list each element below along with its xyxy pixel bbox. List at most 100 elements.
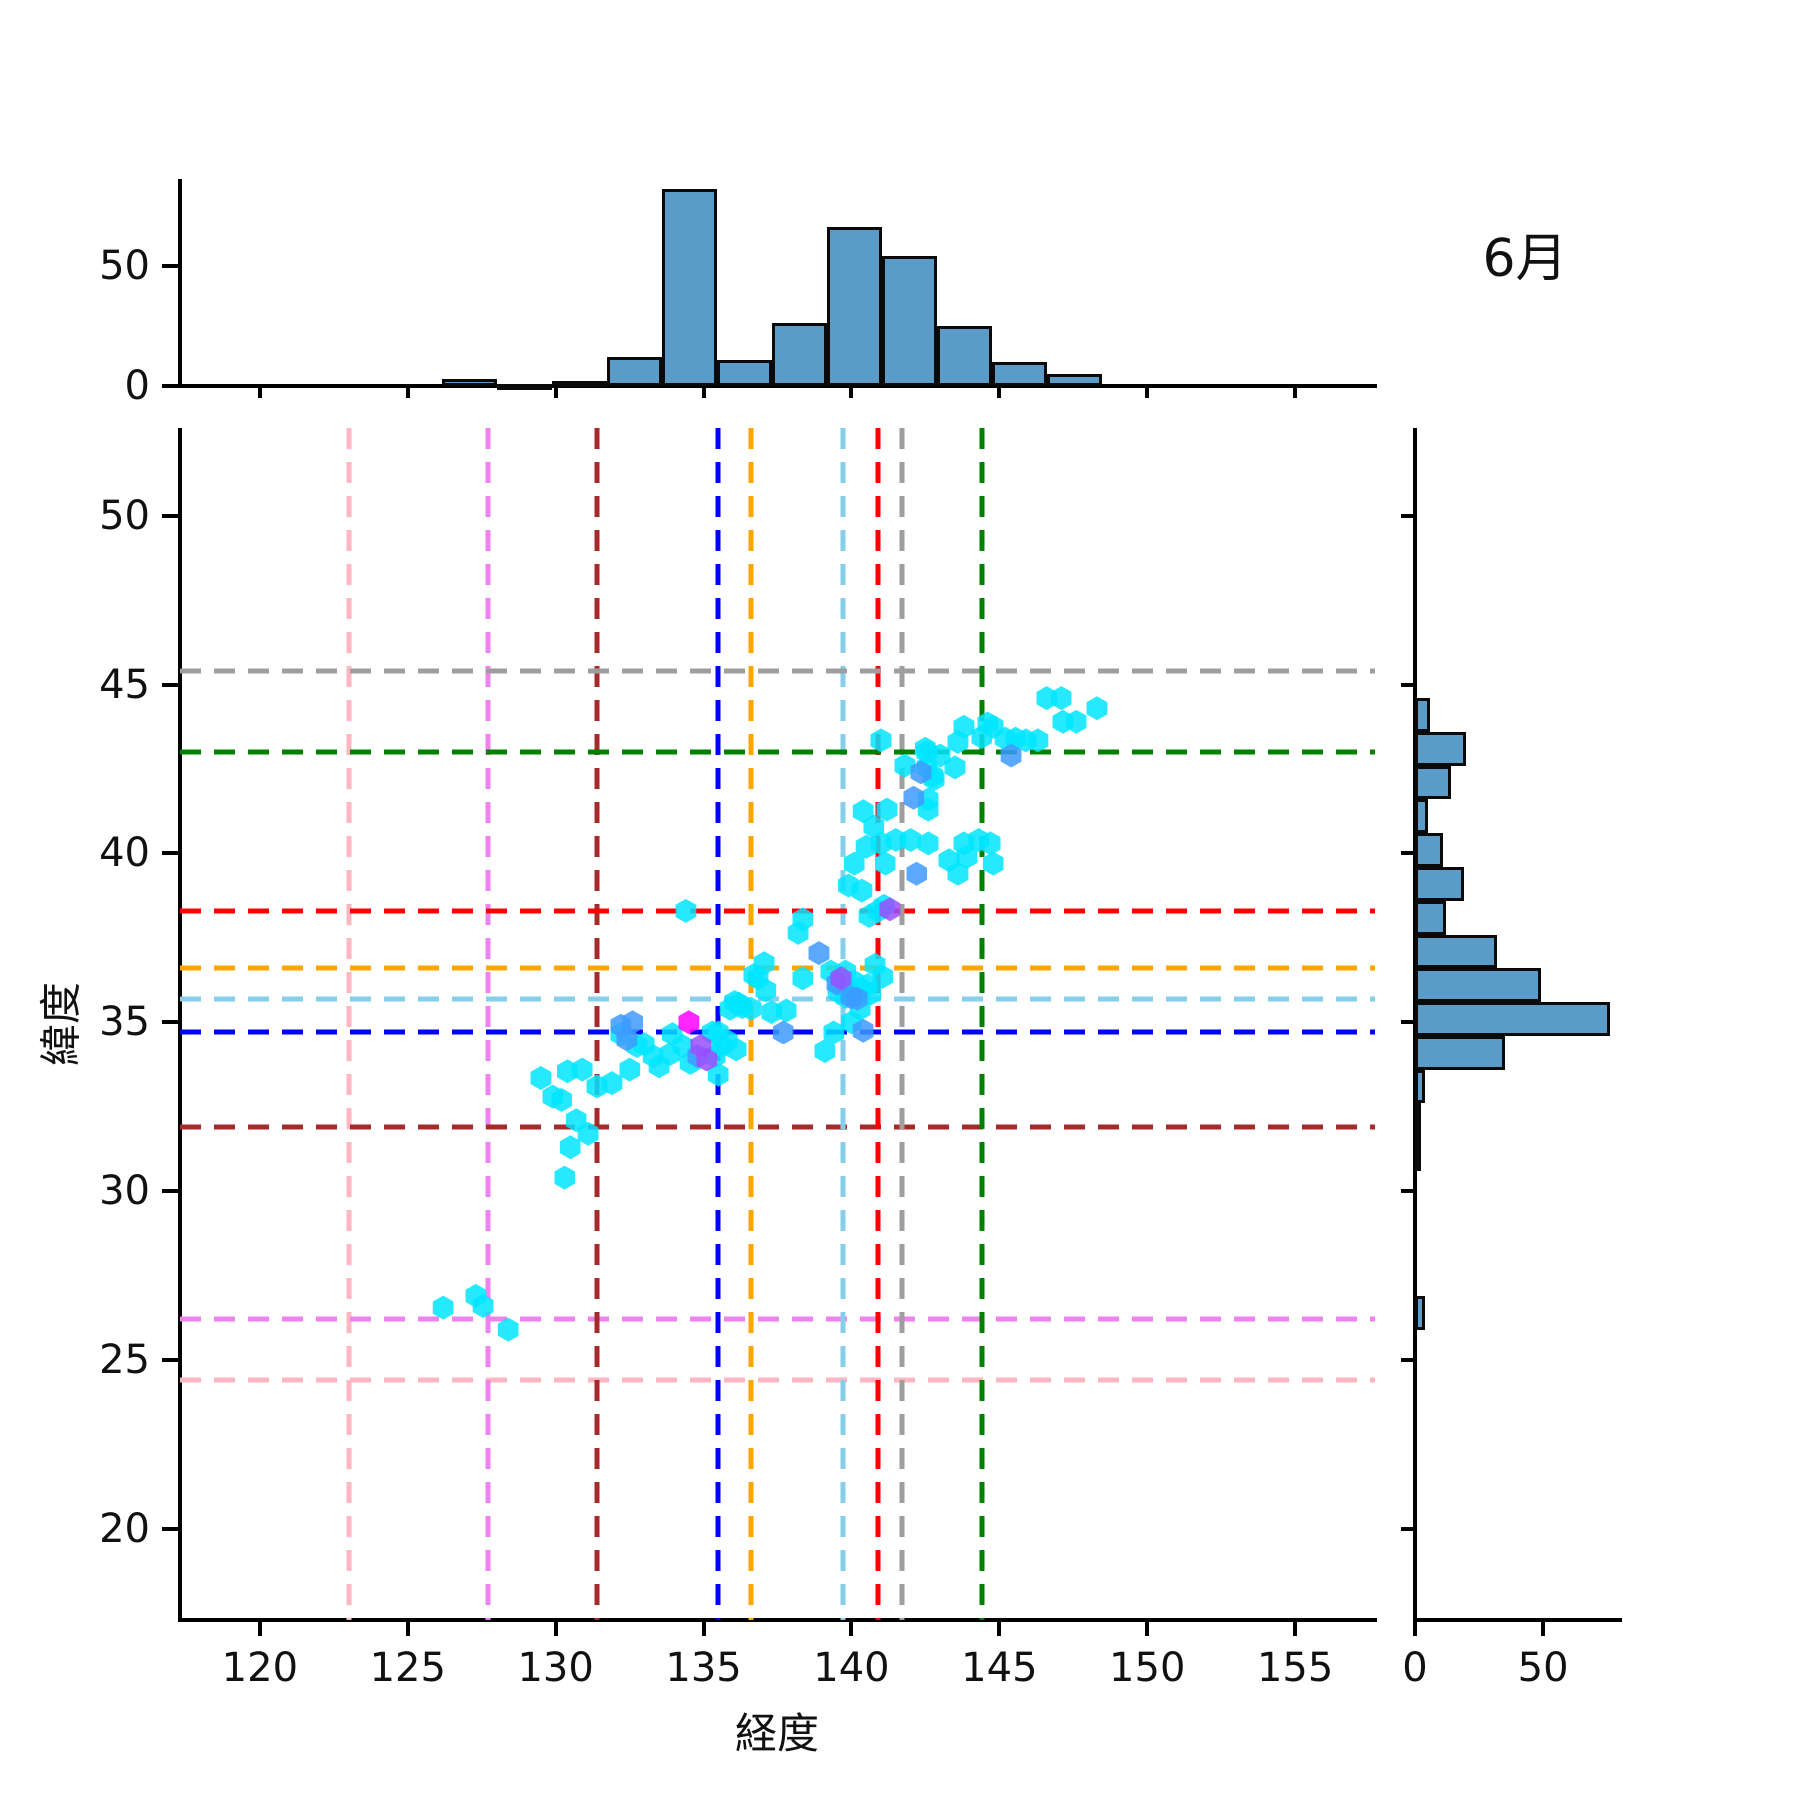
scatter-left-spine [178,428,182,1622]
scatter-point [775,998,797,1023]
right-hist-count-tick [1413,1620,1417,1636]
x-tick [849,1620,854,1636]
scatter-point [863,814,885,839]
top-histogram-bar [441,378,497,386]
top-hist-x-tick [1293,386,1298,398]
top-hist-count-tick [162,263,178,268]
top-hist-count-tick [162,384,178,388]
scatter-point [947,730,969,755]
reference-line-vertical [979,428,985,1620]
scatter-point [979,831,1001,856]
right-hist-y-tick [1401,1189,1413,1194]
top-hist-x-tick [701,386,706,398]
right-histogram-bar [1415,833,1444,867]
right-histogram-bar [1415,731,1467,766]
reference-line-horizontal [180,996,1375,1002]
x-tick-label: 130 [517,1645,594,1691]
scatter-point [903,785,925,810]
right-histogram-bar [1415,1137,1421,1171]
right-histogram-bar [1415,698,1431,732]
right-histogram-bar [1415,1002,1610,1036]
top-hist-left-spine [178,179,182,388]
scatter-point [1050,686,1072,711]
right-hist-y-tick [1401,851,1413,856]
scatter-point [906,861,928,886]
scatter-bottom-spine [178,1618,1377,1622]
reference-line-horizontal [180,1377,1375,1383]
top-hist-x-tick [405,386,410,398]
right-histogram-bar [1415,968,1541,1003]
top-hist-x-tick [849,386,854,398]
top-histogram-bar [991,361,1047,386]
scatter-point [900,827,922,852]
reference-line-vertical [748,428,754,1620]
scatter-point [852,799,874,824]
scatter-point [843,851,865,876]
scatter-point [675,898,697,923]
top-histogram-bar [881,256,937,386]
reference-line-horizontal [180,1124,1375,1130]
scatter-point [1000,743,1022,768]
y-tick-label: 35 [99,999,150,1046]
scatter-point [894,753,916,778]
scatter-point [1027,728,1049,753]
scatter-point [977,711,998,736]
reference-line-horizontal [180,965,1375,971]
y-tick-label: 45 [99,661,150,708]
scatter-point [755,978,777,1003]
top-histogram-bar [1046,373,1102,386]
scatter-point [840,985,862,1010]
scatter-point [530,1066,552,1091]
right-hist-y-tick [1401,682,1413,687]
top-histogram-bar [771,323,827,386]
scatter-point [814,1039,836,1063]
scatter-point [1086,696,1108,721]
scatter-point [830,966,852,991]
y-tick [162,682,178,687]
top-histogram-bar [826,227,882,386]
scatter-point [622,1010,644,1035]
scatter-point [956,844,978,869]
y-tick-label: 50 [99,492,150,539]
right-histogram-bar [1415,1035,1505,1070]
top-histogram-bar [496,383,552,390]
x-tick-label: 125 [369,1645,446,1691]
y-tick-label: 25 [99,1336,150,1383]
x-tick-label: 120 [221,1645,299,1691]
y-tick [162,1020,178,1025]
reference-line-vertical [346,428,352,1620]
scatter-point [707,1062,729,1087]
y-tick [162,851,178,856]
scatter-point [876,797,898,822]
y-axis-label: 緯度 [36,981,86,1067]
top-hist-x-tick [1145,386,1150,398]
x-tick [701,1620,706,1636]
right-histogram-bar [1415,799,1428,834]
right-hist-count-label: 50 [1517,1645,1569,1691]
right-hist-bottom-spine [1413,1618,1622,1622]
x-tick [405,1620,410,1636]
x-tick [997,1620,1002,1636]
scatter-point [917,831,939,856]
scatter-point [837,873,859,898]
top-histogram-bar [716,359,772,386]
scatter-point [823,1020,845,1045]
scatter-point [929,743,951,768]
right-histogram-bar [1415,1103,1421,1138]
scatter-point [731,995,753,1020]
scatter-point [472,1293,494,1318]
top-hist-x-tick [997,386,1002,398]
scatter-point [982,851,1004,876]
x-tick-label: 145 [961,1645,1038,1691]
scatter-point [852,1018,874,1043]
x-tick-label: 155 [1256,1645,1334,1691]
reference-line-vertical [875,428,881,1620]
scatter-point [661,1022,683,1047]
y-tick-label: 30 [99,1168,150,1215]
top-hist-count-label: 50 [99,242,150,289]
x-tick [553,1620,558,1636]
reference-line-horizontal [180,1316,1375,1322]
reference-line-vertical [594,428,600,1620]
x-tick-label: 150 [1109,1645,1186,1691]
scatter-point [678,1010,700,1035]
